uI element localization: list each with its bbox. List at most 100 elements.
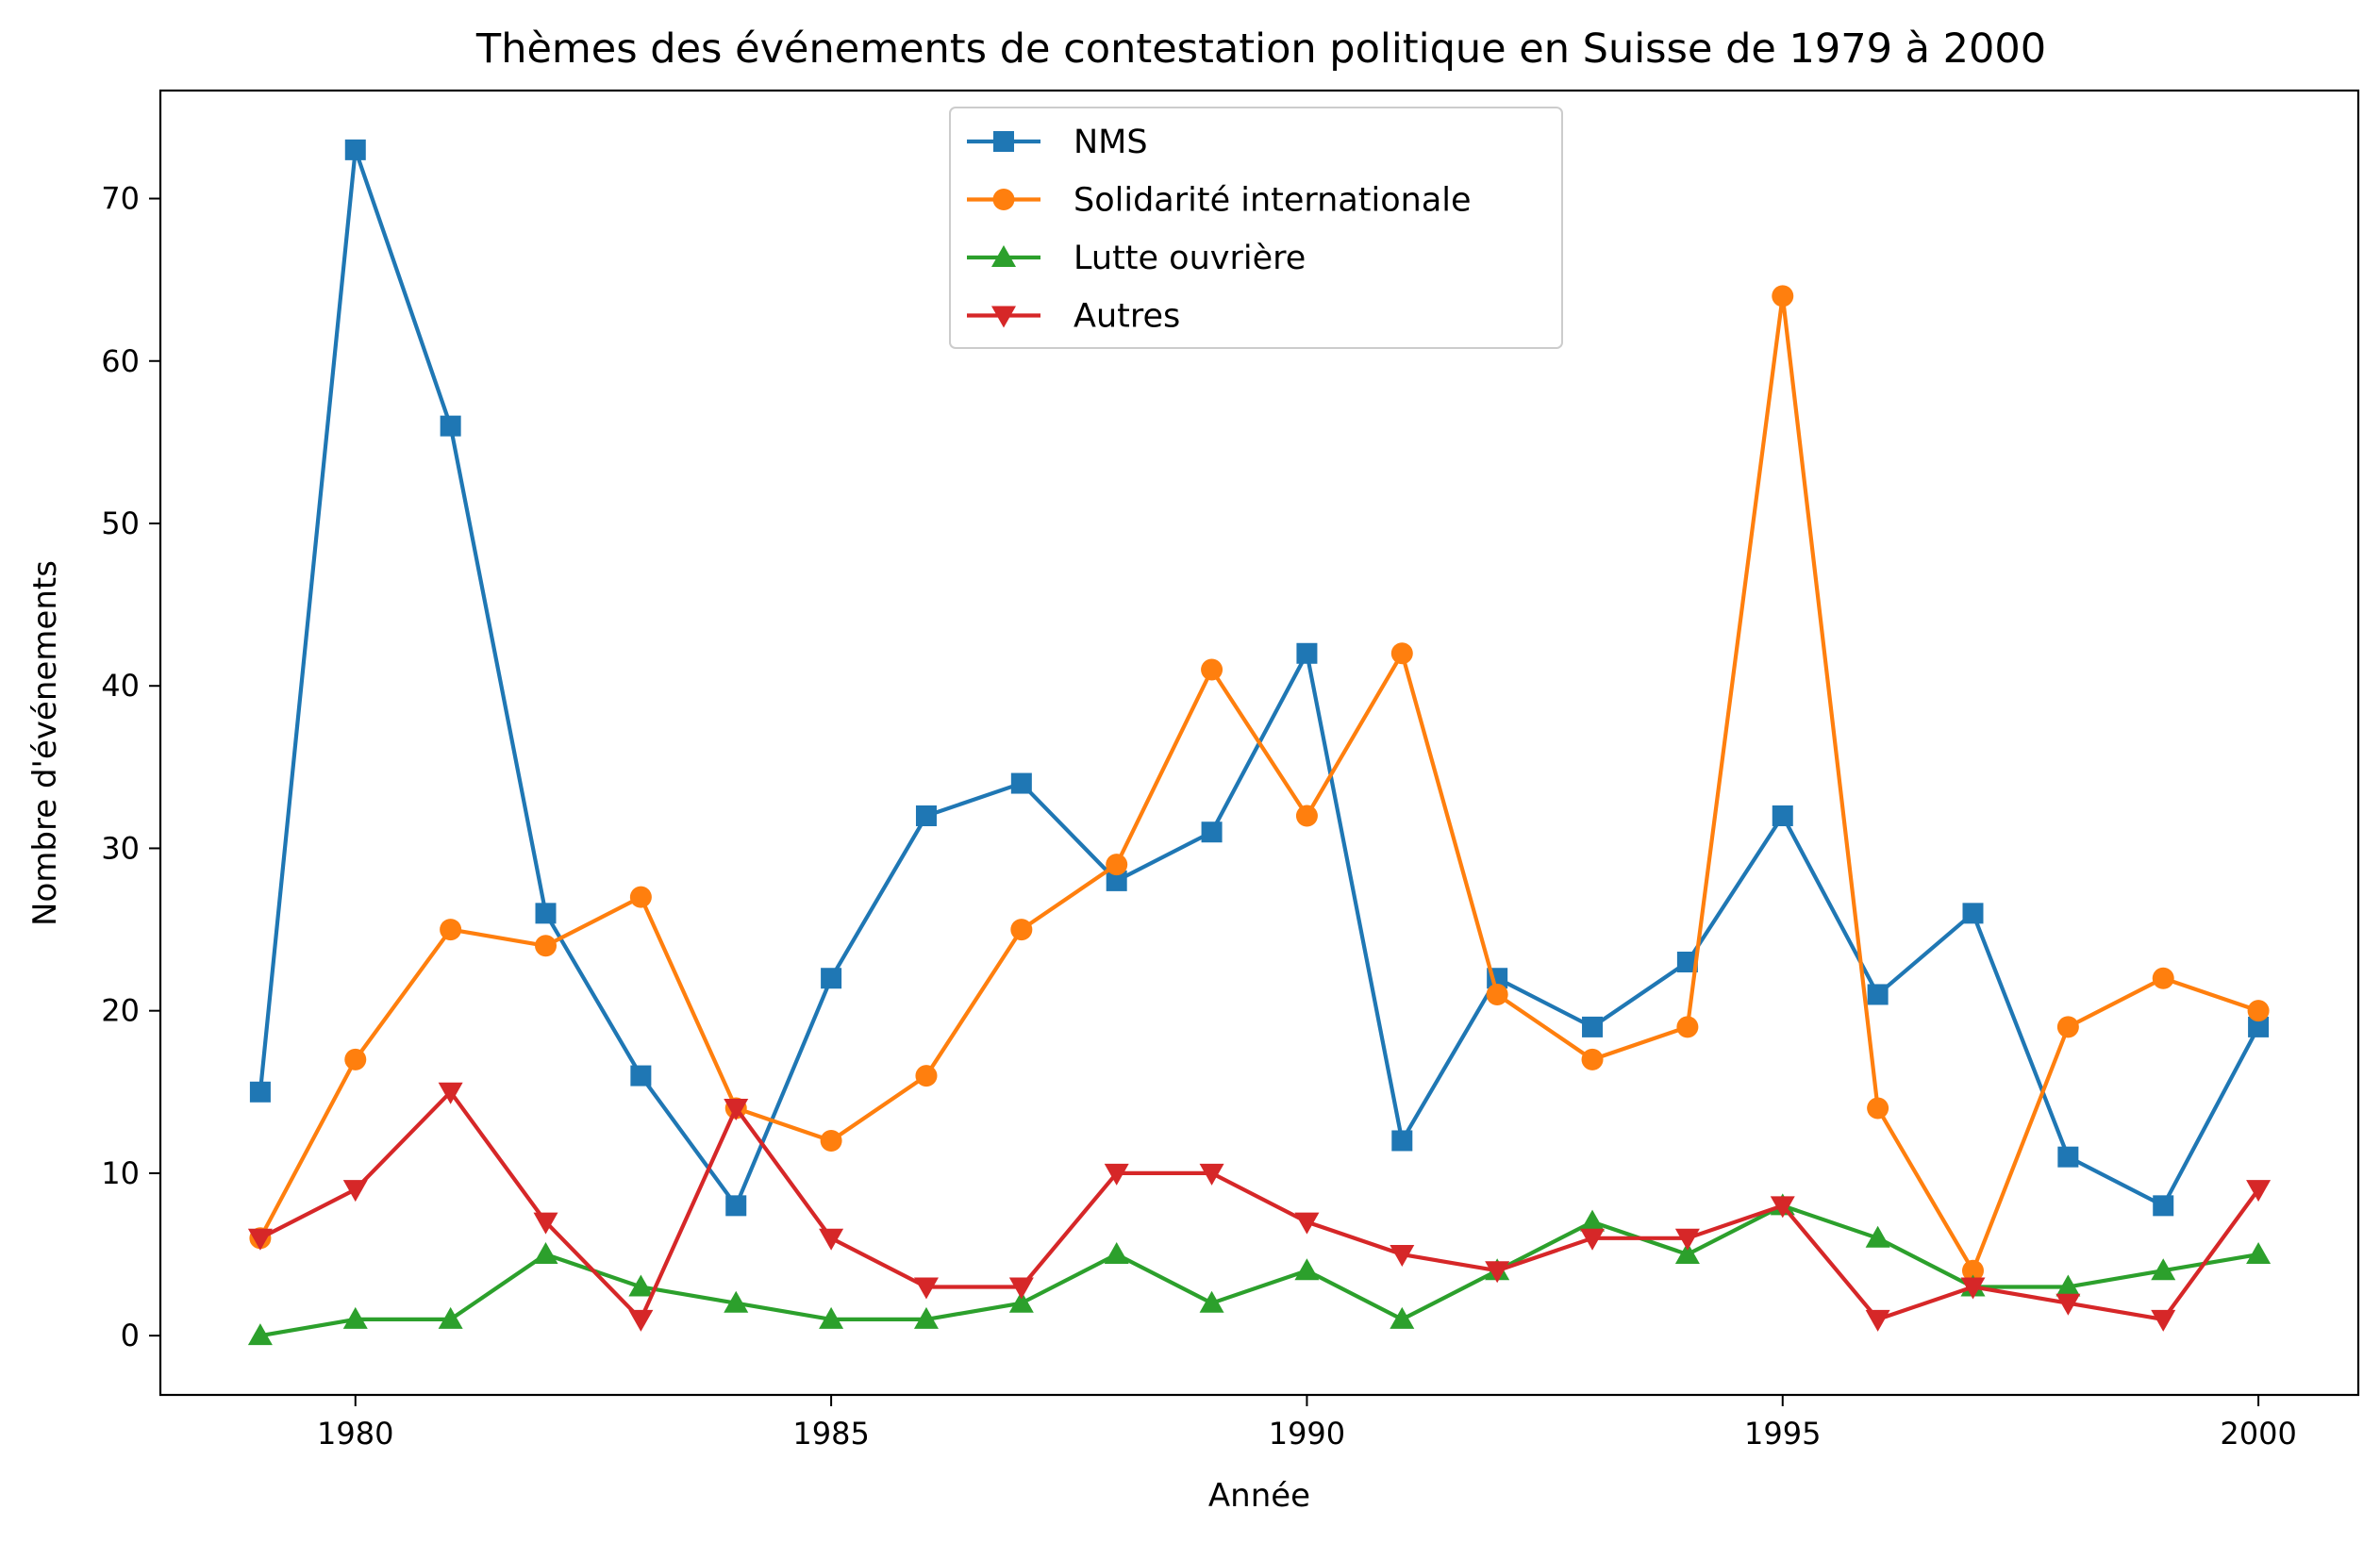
data-point-autres-1989 [1199, 1163, 1224, 1186]
data-point-solidarite-internationale-1997 [1961, 1259, 1984, 1282]
legend-label-nms: NMS [1073, 124, 1148, 161]
data-point-lutte-ouvriere-1982 [533, 1242, 558, 1265]
y-tick-label-70: 70 [101, 181, 140, 217]
x-tick-label-1985: 1985 [792, 1416, 869, 1452]
legend-item-nms: NMS [967, 124, 1148, 161]
plot-frame [158, 89, 2360, 1397]
data-point-lutte-ouvriere-1994 [1674, 1242, 1700, 1265]
data-point-solidarite-internationale-1981 [440, 919, 462, 941]
data-point-nms-2000 [2248, 1016, 2270, 1037]
y-tick-label-30: 30 [101, 830, 140, 866]
data-point-autres-1997 [1960, 1277, 1986, 1300]
data-point-nms-1998 [2057, 1146, 2079, 1168]
data-point-nms-1991 [1391, 1130, 1413, 1152]
data-point-autres-1986 [913, 1277, 939, 1300]
x-tick-label-1995: 1995 [1744, 1416, 1821, 1452]
data-point-autres-1983 [628, 1309, 654, 1332]
data-point-solidarite-internationale-1992 [1486, 983, 1508, 1005]
data-point-nms-1987 [1010, 772, 1032, 794]
legend-label-autres: Autres [1073, 298, 1180, 336]
y-tick-label-60: 60 [101, 343, 140, 379]
data-point-nms-1981 [440, 415, 461, 437]
data-point-autres-1979 [247, 1228, 273, 1251]
data-point-lutte-ouvriere-1986 [913, 1306, 939, 1329]
data-point-lutte-ouvriere-1991 [1390, 1306, 1415, 1329]
data-point-nms-1979 [249, 1081, 271, 1103]
legend-label-solidarite-internationale: Solidarité internationale [1073, 182, 1472, 220]
data-point-lutte-ouvriere-1989 [1199, 1290, 1224, 1313]
x-tick-label-1980: 1980 [317, 1416, 393, 1452]
data-point-autres-1995 [1770, 1196, 1795, 1219]
data-point-autres-1991 [1390, 1245, 1415, 1268]
legend: NMS Solidarité internationale Lutte ouvriè… [949, 107, 1563, 349]
y-tick-label-10: 10 [101, 1155, 140, 1191]
data-point-solidarite-internationale-1980 [344, 1048, 367, 1070]
data-point-solidarite-internationale-1988 [1106, 854, 1128, 876]
data-point-autres-1990 [1294, 1212, 1320, 1235]
series-solidarite-internationale [249, 285, 2270, 1282]
data-point-solidarite-internationale-1990 [1295, 805, 1318, 827]
data-point-nms-1995 [1772, 805, 1793, 827]
data-point-lutte-ouvriere-1987 [1008, 1290, 1034, 1313]
y-tick-label-50: 50 [101, 506, 140, 541]
legend-item-solidarite-internationale: Solidarité internationale [967, 182, 1472, 220]
data-point-autres-1987 [1008, 1277, 1034, 1300]
data-point-lutte-ouvriere-2000 [2246, 1242, 2272, 1265]
data-point-lutte-ouvriere-1999 [2151, 1258, 2176, 1281]
data-point-solidarite-internationale-1991 [1390, 642, 1413, 665]
data-point-autres-1998 [2055, 1293, 2081, 1316]
data-point-solidarite-internationale-1993 [1581, 1048, 1604, 1070]
data-point-solidarite-internationale-1983 [629, 886, 652, 908]
x-axis: 1980 1985 1990 1995 2000 [317, 1395, 2297, 1452]
data-point-solidarite-internationale-1995 [1772, 285, 1794, 307]
data-point-nms-1985 [821, 968, 842, 989]
data-point-nms-1993 [1582, 1016, 1604, 1037]
data-point-nms-1980 [344, 139, 366, 160]
data-point-solidarite-internationale-1985 [820, 1129, 842, 1152]
data-point-lutte-ouvriere-1998 [2055, 1274, 2081, 1297]
data-point-autres-1980 [342, 1180, 368, 1203]
data-point-nms-1997 [1962, 903, 1984, 924]
legend-marker-solidarite-internationale [992, 189, 1015, 210]
data-point-solidarite-internationale-1989 [1201, 658, 1223, 681]
data-point-lutte-ouvriere-1996 [1865, 1225, 1890, 1248]
x-tick-label-1990: 1990 [1269, 1416, 1345, 1452]
data-point-solidarite-internationale-1986 [915, 1065, 938, 1087]
data-point-solidarite-internationale-1994 [1676, 1016, 1699, 1038]
data-point-autres-1981 [438, 1082, 463, 1104]
series-line-lutte-ouvriere [258, 1203, 2261, 1338]
data-point-lutte-ouvriere-1985 [819, 1306, 844, 1329]
data-point-solidarite-internationale-1999 [2152, 967, 2174, 989]
legend-item-autres: Autres [967, 298, 1180, 336]
data-point-nms-1999 [2153, 1195, 2174, 1217]
data-point-lutte-ouvriere-1993 [1580, 1209, 1606, 1232]
x-tick-label-2000: 2000 [2220, 1416, 2296, 1452]
data-point-nms-1986 [915, 805, 937, 827]
data-point-lutte-ouvriere-1979 [247, 1323, 273, 1346]
data-point-autres-1985 [819, 1228, 844, 1251]
y-axis-label: Nombre d'événements [26, 560, 64, 926]
data-point-solidarite-internationale-1996 [1867, 1097, 1889, 1120]
data-point-autres-1984 [724, 1099, 749, 1121]
data-point-autres-2000 [2246, 1180, 2272, 1203]
data-point-autres-1999 [2151, 1309, 2176, 1332]
data-point-nms-1982 [535, 903, 557, 924]
data-point-lutte-ouvriere-1984 [724, 1290, 749, 1313]
data-point-nms-1983 [630, 1065, 652, 1087]
y-axis: 0 10 20 30 40 50 60 70 [101, 181, 160, 1353]
series-autres [247, 1082, 2272, 1332]
data-point-nms-1994 [1676, 952, 1698, 973]
data-point-solidarite-internationale-2000 [2247, 1000, 2270, 1022]
y-tick-label-0: 0 [121, 1318, 140, 1353]
legend-marker-lutte-ouvriere [991, 245, 1016, 267]
data-point-solidarite-internationale-1998 [2056, 1016, 2079, 1038]
x-axis-label: Année [1208, 1477, 1310, 1515]
data-point-nms-1988 [1106, 870, 1127, 891]
data-point-lutte-ouvriere-1983 [628, 1274, 654, 1297]
data-point-nms-1990 [1296, 642, 1318, 664]
chart-title: Thèmes des événements de contestation po… [475, 25, 2046, 73]
data-point-nms-1989 [1201, 821, 1223, 843]
data-point-autres-1994 [1674, 1228, 1700, 1251]
legend-marker-autres [991, 306, 1016, 328]
